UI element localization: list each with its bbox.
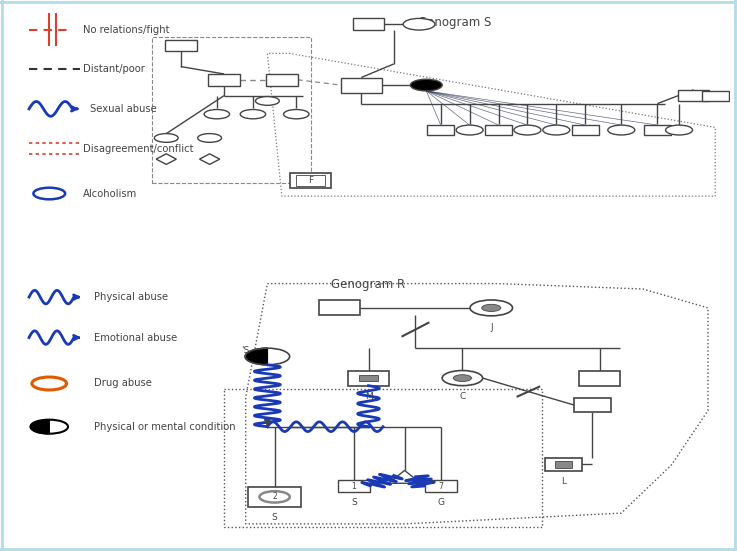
Text: 2: 2: [272, 493, 277, 501]
Text: No relations/fight: No relations/fight: [83, 25, 170, 35]
Text: 1: 1: [352, 482, 357, 490]
Circle shape: [514, 125, 541, 135]
Bar: [574, 398, 610, 412]
Polygon shape: [30, 420, 49, 434]
Bar: [427, 125, 454, 135]
Circle shape: [542, 125, 570, 135]
Text: Genogram S: Genogram S: [419, 17, 492, 29]
Polygon shape: [156, 154, 176, 164]
Text: Sexual abuse: Sexual abuse: [91, 104, 157, 114]
Text: C: C: [459, 392, 466, 401]
Bar: [555, 461, 572, 468]
Text: 'S: 'S: [241, 346, 249, 355]
Circle shape: [666, 125, 693, 135]
Bar: [296, 175, 325, 186]
Polygon shape: [245, 348, 268, 365]
Bar: [677, 90, 710, 101]
Text: Drug abuse: Drug abuse: [94, 379, 152, 388]
Bar: [266, 74, 298, 85]
Bar: [338, 480, 370, 492]
Bar: [152, 37, 311, 183]
Circle shape: [442, 370, 483, 386]
Circle shape: [470, 300, 512, 316]
Circle shape: [403, 18, 435, 30]
Bar: [572, 125, 598, 135]
Bar: [248, 487, 301, 507]
Text: J: J: [490, 322, 492, 332]
Text: 7: 7: [439, 482, 443, 490]
Text: Emotional abuse: Emotional abuse: [94, 333, 178, 343]
Bar: [545, 458, 581, 471]
Circle shape: [411, 79, 442, 91]
Circle shape: [154, 133, 178, 142]
Bar: [360, 375, 377, 381]
Bar: [485, 125, 512, 135]
Text: Disagreement/conflict: Disagreement/conflict: [83, 144, 194, 154]
Text: S: S: [351, 498, 357, 507]
Circle shape: [198, 133, 222, 142]
Text: F: F: [308, 176, 313, 185]
Bar: [319, 300, 360, 316]
Bar: [644, 125, 671, 135]
Text: Alcoholism: Alcoholism: [83, 188, 138, 198]
Text: Genogram R: Genogram R: [332, 278, 405, 291]
Circle shape: [453, 375, 472, 381]
Text: Distant/poor: Distant/poor: [83, 64, 145, 74]
Circle shape: [240, 110, 265, 119]
Bar: [579, 370, 620, 386]
Polygon shape: [200, 154, 220, 164]
Text: Physical abuse: Physical abuse: [94, 292, 168, 302]
Bar: [340, 78, 382, 93]
Circle shape: [204, 110, 229, 119]
Text: S: S: [272, 512, 278, 522]
Bar: [425, 480, 457, 492]
Circle shape: [33, 188, 65, 199]
Circle shape: [259, 491, 290, 503]
Text: L: L: [561, 477, 566, 486]
Bar: [349, 370, 388, 386]
Bar: [702, 91, 729, 101]
Circle shape: [608, 125, 635, 135]
Bar: [290, 173, 331, 188]
Polygon shape: [388, 471, 421, 483]
Circle shape: [482, 304, 501, 311]
Text: G: G: [437, 498, 444, 507]
Circle shape: [256, 96, 279, 105]
Text: Physical or mental condition: Physical or mental condition: [94, 422, 236, 431]
Text: M: M: [365, 392, 372, 401]
Circle shape: [32, 377, 66, 390]
Bar: [208, 74, 240, 85]
Bar: [352, 18, 385, 30]
Bar: [165, 40, 197, 51]
Circle shape: [284, 110, 309, 119]
Circle shape: [456, 125, 483, 135]
